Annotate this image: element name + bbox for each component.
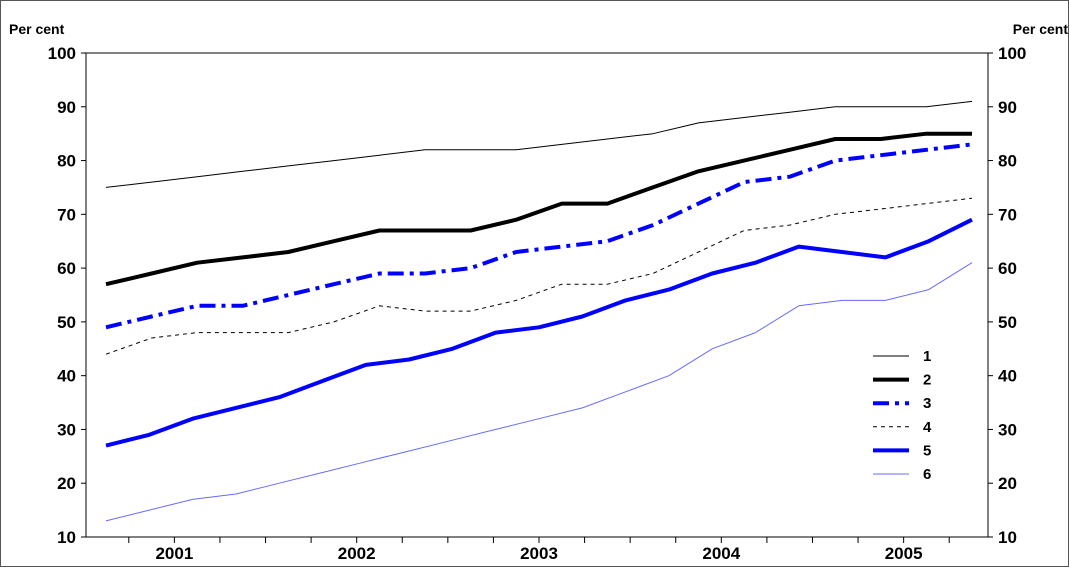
x-tick-label-year: 2004	[702, 544, 740, 563]
y-tick-label-right: 90	[998, 98, 1017, 117]
series-line-3	[105, 142, 973, 330]
y-tick-label-left: 90	[57, 98, 76, 117]
y-tick-label-right: 50	[998, 313, 1017, 332]
y-tick-label-right: 20	[998, 474, 1017, 493]
axes: 10 10 20 20 30 30 40 40 50 50 60 60 70 70 80 80 90 90 100 1…	[48, 44, 1027, 563]
y-tick-label-right: 40	[998, 367, 1017, 386]
legend: 1 2 3 4 5 6	[873, 348, 932, 483]
y-tick-label-left: 20	[57, 474, 76, 493]
x-tick-label-year: 2002	[338, 544, 376, 563]
y-tick-label-right: 30	[998, 420, 1017, 439]
legend-label-6: 6	[923, 466, 931, 483]
series-line-2	[105, 131, 972, 287]
y-tick-label-left: 50	[57, 313, 76, 332]
series-line-1	[105, 100, 973, 188]
y-tick-label-right: 60	[998, 259, 1017, 278]
legend-label-1: 1	[923, 348, 931, 365]
series-line-4	[105, 197, 973, 355]
legend-label-5: 5	[923, 442, 931, 459]
series-line-6	[105, 262, 973, 522]
x-tick-label-year: 2005	[885, 544, 923, 563]
y-tick-label-left: 30	[57, 420, 76, 439]
legend-label-3: 3	[923, 395, 931, 412]
x-tick-label-year: 2001	[155, 544, 193, 563]
y-tick-label-right: 10	[998, 528, 1017, 547]
y-tick-label-right: 70	[998, 205, 1017, 224]
series-lines	[105, 100, 973, 522]
y-tick-label-left: 40	[57, 367, 76, 386]
right-axis-unit-label: Per cent	[1013, 21, 1069, 37]
y-tick-label-left: 80	[57, 152, 76, 171]
legend-label-2: 2	[923, 372, 931, 389]
left-axis-unit-label: Per cent	[9, 21, 65, 37]
y-tick-label-right: 100	[998, 44, 1026, 63]
y-tick-label-left: 60	[57, 259, 76, 278]
y-tick-label-left: 10	[57, 528, 76, 547]
y-tick-label-left: 70	[57, 205, 76, 224]
y-tick-label-left: 100	[48, 44, 76, 63]
legend-label-4: 4	[923, 419, 932, 436]
x-tick-label-year: 2003	[520, 544, 558, 563]
y-tick-label-right: 80	[998, 152, 1017, 171]
series-line-5	[105, 217, 973, 448]
plot-area	[85, 52, 989, 538]
